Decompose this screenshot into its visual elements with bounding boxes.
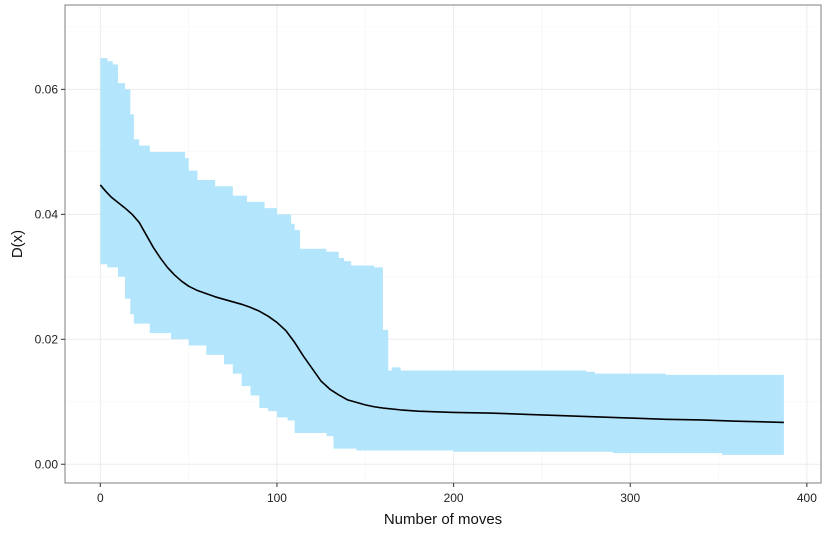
y-axis-ticks: 0.00 0.02 0.04 0.06 (35, 82, 65, 471)
y-tick-label: 0.00 (35, 457, 59, 471)
y-axis-title: D(x) (9, 230, 26, 258)
x-axis-title: Number of moves (384, 511, 502, 528)
panel-border (64, 4, 822, 484)
minor-gridlines (65, 5, 821, 483)
x-tick-label: 300 (620, 491, 640, 505)
y-tick-label: 0.04 (35, 207, 59, 221)
confidence-band (100, 58, 784, 455)
x-tick-label: 100 (267, 491, 287, 505)
y-tick-label: 0.06 (35, 82, 59, 96)
x-tick-label: 400 (797, 491, 817, 505)
x-tick-label: 0 (97, 491, 104, 505)
y-tick-label: 0.02 (35, 332, 59, 346)
x-tick-label: 200 (444, 491, 464, 505)
mean-line (99, 184, 784, 424)
x-axis-ticks: 0 100 200 300 400 (97, 483, 817, 505)
